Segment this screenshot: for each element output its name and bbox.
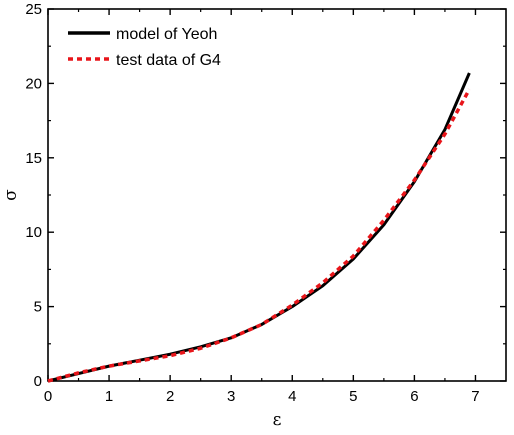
y-tick-label: 15 bbox=[25, 150, 42, 167]
y-tick-label: 5 bbox=[34, 299, 42, 316]
x-axis-label: ε bbox=[273, 410, 282, 430]
x-tick-label: 0 bbox=[44, 388, 52, 405]
y-tick-label: 20 bbox=[25, 75, 42, 92]
legend: model of Yeoh test data of G4 bbox=[68, 26, 221, 69]
y-tick-label: 0 bbox=[34, 373, 42, 390]
series-line-model-of-yeoh bbox=[47, 72, 471, 383]
x-tick-label: 2 bbox=[166, 388, 174, 405]
y-axis-ticks: 0 5 10 15 20 25 bbox=[25, 1, 506, 390]
x-tick-label: 7 bbox=[471, 388, 479, 405]
x-tick-label: 3 bbox=[227, 388, 235, 405]
x-tick-label: 4 bbox=[288, 388, 296, 405]
y-tick-label: 25 bbox=[25, 1, 42, 18]
x-tick-label: 6 bbox=[410, 388, 418, 405]
legend-label-test: test data of G4 bbox=[116, 52, 221, 69]
x-tick-label: 5 bbox=[349, 388, 357, 405]
series-layer bbox=[47, 72, 471, 383]
y-tick-label: 10 bbox=[25, 224, 42, 241]
series-line-test-data-of-g4 bbox=[47, 88, 471, 383]
legend-label-model: model of Yeoh bbox=[116, 26, 217, 43]
y-axis-label: σ bbox=[1, 189, 21, 201]
x-axis-ticks: 0 1 2 3 4 5 6 7 bbox=[44, 9, 480, 405]
x-tick-label: 1 bbox=[105, 388, 113, 405]
